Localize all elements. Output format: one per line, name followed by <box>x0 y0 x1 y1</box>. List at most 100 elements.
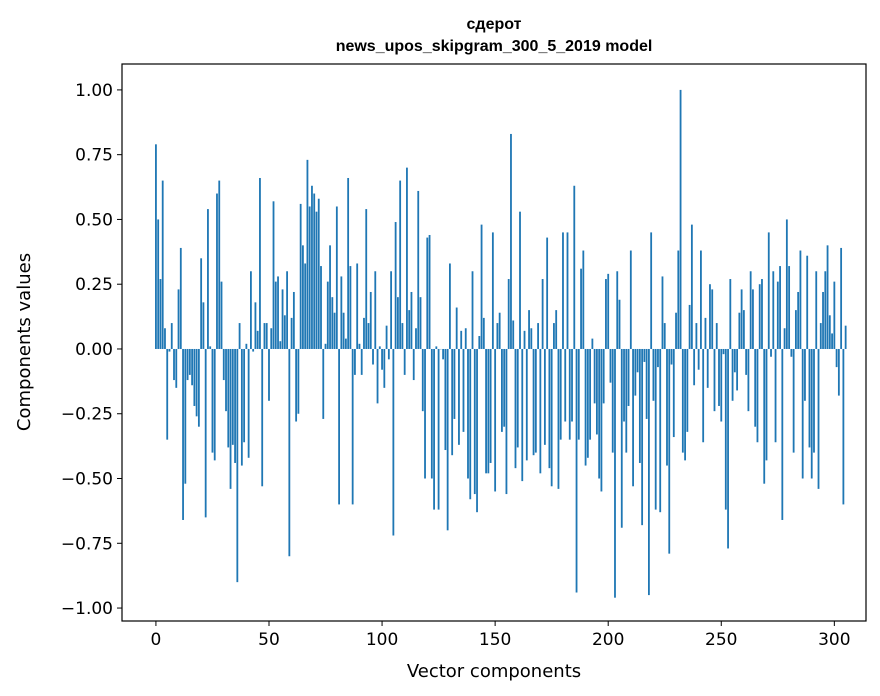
bar <box>426 237 429 349</box>
bar <box>503 348 506 427</box>
bar <box>837 348 840 396</box>
bar <box>263 323 266 349</box>
bar <box>308 206 311 349</box>
bar <box>372 348 374 365</box>
bar <box>369 291 372 349</box>
bar <box>553 323 555 349</box>
bar <box>514 348 517 469</box>
bar <box>283 315 286 349</box>
bar <box>804 348 806 401</box>
bar <box>324 343 327 349</box>
bar <box>240 348 243 466</box>
bar <box>589 348 592 440</box>
bar <box>272 201 275 349</box>
bar <box>209 346 212 349</box>
bar <box>279 341 282 349</box>
bar <box>498 312 501 349</box>
bar <box>329 245 331 349</box>
bar <box>281 289 284 349</box>
bar <box>611 348 614 453</box>
bar <box>634 348 637 396</box>
bar <box>623 348 625 422</box>
bar <box>487 348 490 474</box>
bar <box>261 348 264 487</box>
bar <box>729 279 732 349</box>
bar <box>274 281 277 349</box>
bar <box>677 250 680 349</box>
bar <box>629 250 632 349</box>
bar <box>666 348 668 466</box>
bar <box>537 323 539 349</box>
bar <box>220 281 223 349</box>
bar <box>252 348 255 352</box>
bar <box>476 348 478 513</box>
bar <box>166 348 169 440</box>
bar <box>349 266 352 349</box>
bar <box>317 198 320 349</box>
bar <box>250 271 252 349</box>
bar <box>229 348 232 489</box>
bar <box>534 348 537 453</box>
bar <box>270 328 273 349</box>
bar <box>340 276 343 349</box>
bar <box>767 232 770 349</box>
bar <box>625 348 628 453</box>
chart-title: сдерот <box>467 16 522 33</box>
bar <box>614 348 616 598</box>
bar <box>758 284 761 349</box>
bar <box>770 348 772 357</box>
bar <box>376 348 379 404</box>
bar <box>197 348 200 427</box>
bar <box>430 348 433 479</box>
bar <box>632 348 634 487</box>
bar <box>752 289 754 349</box>
bar <box>406 167 408 349</box>
bar <box>200 258 203 349</box>
bar <box>541 279 544 349</box>
bar <box>320 266 322 349</box>
bar <box>711 289 714 349</box>
bar <box>785 219 788 349</box>
bar <box>627 348 630 406</box>
bar <box>184 348 187 484</box>
bar <box>417 190 420 349</box>
x-axis-label: Vector components <box>407 661 581 682</box>
bar <box>453 348 456 419</box>
bar <box>442 348 445 360</box>
bar <box>724 348 727 510</box>
bar <box>831 333 833 349</box>
bar <box>238 323 241 349</box>
bar <box>575 348 578 593</box>
y-axis-label: Components values <box>14 253 35 431</box>
bar <box>236 348 239 583</box>
bar <box>168 348 171 352</box>
bar <box>311 185 313 349</box>
x-tick-label: 200 <box>592 630 624 650</box>
bar <box>718 348 720 406</box>
bar <box>693 348 696 386</box>
bar <box>186 348 189 381</box>
bar <box>720 348 723 422</box>
bar <box>643 348 646 362</box>
bar <box>774 348 777 443</box>
plot-frame <box>121 63 867 622</box>
bar <box>433 348 435 510</box>
bar <box>173 348 175 381</box>
bar <box>489 348 492 463</box>
x-tick-label: 300 <box>818 630 850 650</box>
bar <box>652 348 655 401</box>
bar <box>686 348 689 432</box>
bar <box>733 348 736 373</box>
bar <box>550 348 553 487</box>
bar <box>595 348 598 435</box>
bar <box>286 271 288 349</box>
bar <box>333 312 336 349</box>
bar <box>354 348 356 375</box>
bar <box>204 348 207 518</box>
bar <box>591 338 594 349</box>
bar <box>681 348 684 453</box>
bar <box>749 271 752 349</box>
bar <box>690 224 693 349</box>
bar <box>702 348 705 443</box>
bar <box>523 330 526 349</box>
